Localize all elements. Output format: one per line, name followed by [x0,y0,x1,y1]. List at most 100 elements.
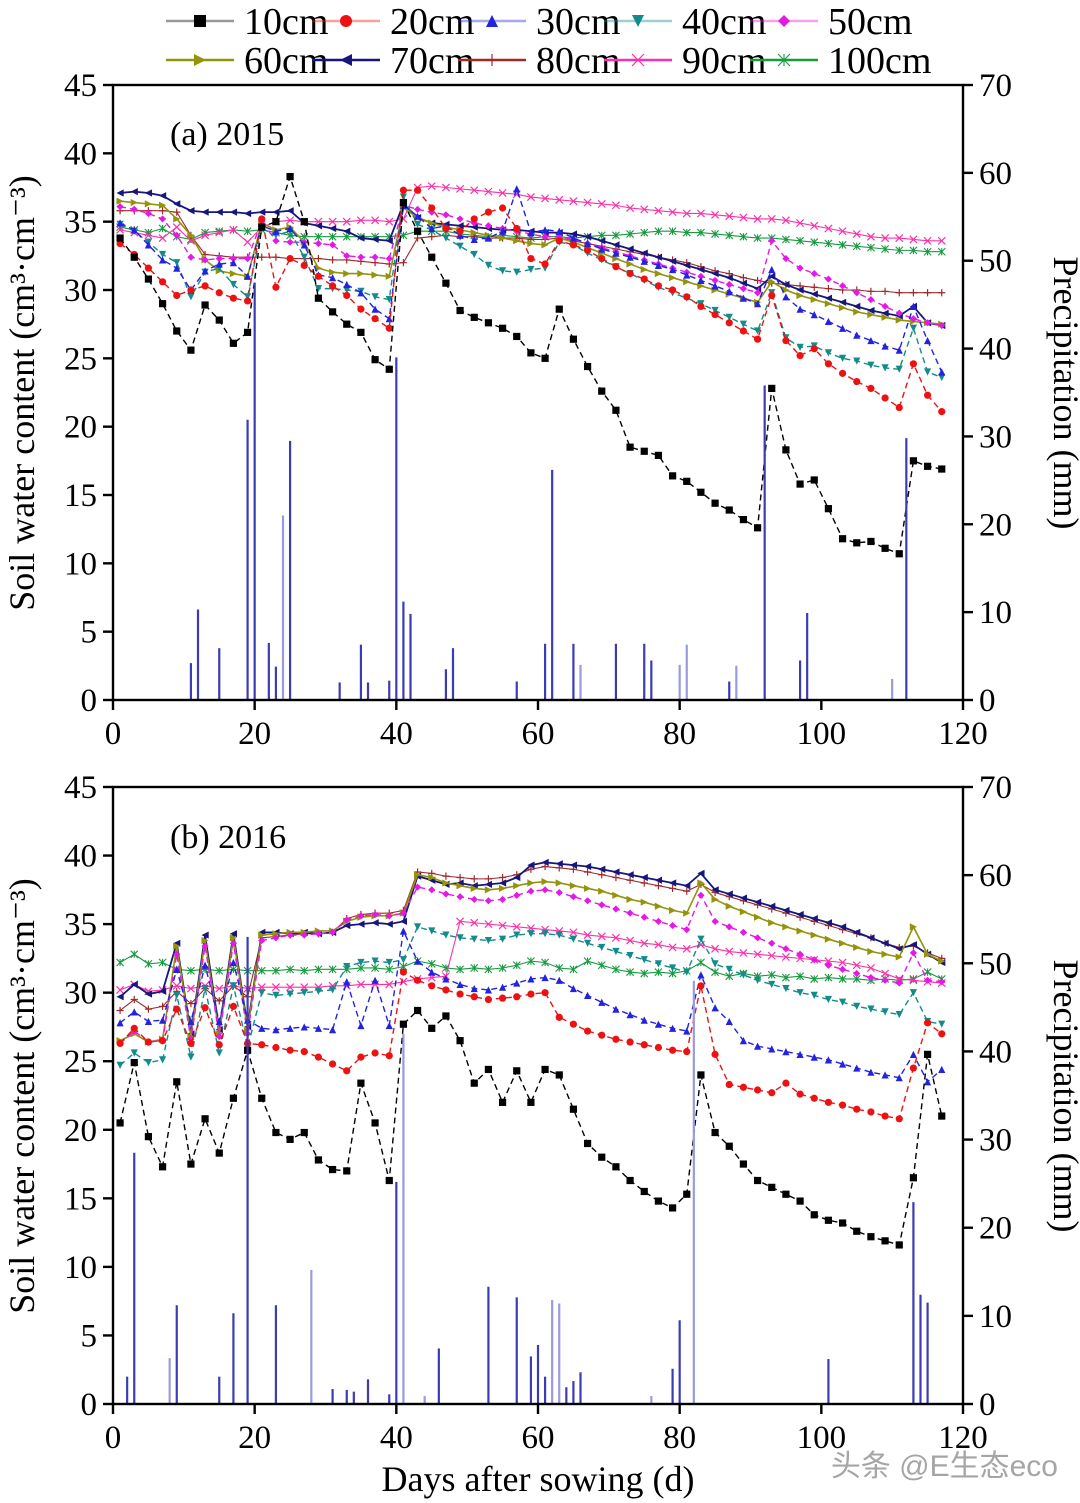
legend-label-40cm: 40cm [682,1,766,43]
y-left-axis: 0 5 10 15 20 25 30 35 40 45 [64,770,113,1423]
marker-plus [909,289,918,297]
marker-x [484,920,493,929]
marker-triangle-right [173,942,181,950]
marker-triangle-left [824,919,833,927]
marker-triangle-up [796,1050,804,1058]
legend-item-60cm[interactable]: 60cm [166,40,328,82]
marker-triangle-right [413,871,422,879]
marker-diamond [470,895,478,904]
marker-diamond [442,211,450,219]
marker-x [866,232,875,241]
marker-triangle-right [853,943,861,952]
legend-item-20cm[interactable]: 20cm [312,1,474,43]
marker-triangle-up [626,253,634,261]
marker-triangle-down [243,293,252,301]
marker-square [116,1119,124,1127]
y-right-tick-label-70: 70 [979,770,1012,806]
marker-diamond [385,912,393,920]
marker-plus [314,254,323,263]
marker-diamond [258,936,266,945]
marker-triangle-down [399,956,408,964]
marker-plus [187,1000,195,1008]
marker-triangle-down [201,984,209,993]
marker-triangle-right [583,884,592,893]
legend-item-10cm[interactable]: 10cm [166,1,328,43]
y-left-tick-label-10: 10 [64,1250,97,1286]
marker-diamond [838,282,847,290]
marker-triangle-left [215,208,223,216]
series-line-40cm [119,194,943,379]
marker-triangle-down [173,259,181,267]
legend-item-90cm[interactable]: 90cm [604,40,766,82]
marker-triangle-down [768,980,776,989]
marker-square [498,324,507,332]
marker-diamond [881,302,889,310]
marker-x [470,918,479,927]
marker-diamond [456,215,464,223]
marker-triangle-right [668,906,677,914]
y-left-tick-label-35: 35 [64,907,97,943]
marker-diamond [796,264,804,272]
marker-triangle-right [612,254,620,263]
marker-circle [357,1053,365,1061]
marker-diamond [456,893,464,901]
marker-triangle-left [725,274,733,282]
marker-square [583,362,592,371]
marker-triangle-left [867,934,875,942]
y-left-title-panel-b: Soil water content (cm³·cm⁻³) [2,878,42,1313]
marker-triangle-right [541,878,549,886]
marker-triangle-down [187,293,195,301]
marker-triangle-up [484,234,493,242]
marker-x [541,194,550,203]
marker-square [456,1037,464,1045]
legend-item-80cm[interactable]: 80cm [458,40,620,82]
marker-triangle-up [768,1045,776,1053]
marker-diamond [711,917,719,925]
marker-triangle-left [470,223,478,231]
legend-item-50cm[interactable]: 50cm [750,1,912,43]
marker-triangle-left [371,235,379,244]
marker-triangle-left [243,209,252,218]
marker-star [583,957,592,966]
marker-triangle-down [895,365,903,373]
marker-triangle-down [229,982,238,990]
marker-square [853,539,861,547]
marker-square [413,1006,422,1015]
marker-circle [626,1038,634,1046]
marker-triangle-left [583,862,592,871]
marker-x [796,219,805,228]
y-left-tick-label-35: 35 [64,205,97,241]
marker-square [725,1142,733,1150]
x-tick-label-80: 80 [663,1420,696,1456]
marker-diamond [881,976,889,984]
legend-item-100cm[interactable]: 100cm [750,40,931,82]
marker-triangle-left [796,286,804,294]
marker-triangle-left [130,188,138,196]
x-axis: 0 20 40 60 80 100 120 [105,700,988,752]
x-axis-title: Days after sowing (d) [382,1459,695,1499]
marker-triangle-left [158,192,167,200]
marker-triangle-left [626,871,634,879]
marker-circle [895,1115,903,1123]
marker-diamond [385,254,393,263]
legend-item-70cm[interactable]: 70cm [312,40,474,82]
marker-plus [328,256,337,264]
marker-triangle-right [194,54,206,66]
marker-square [243,328,252,336]
marker-triangle-left [569,861,578,869]
marker-diamond [272,237,280,245]
marker-circle [853,377,861,386]
marker-x [583,198,592,207]
marker-square [782,1190,790,1198]
marker-square [357,328,365,336]
marker-triangle-right [768,278,776,286]
legend-item-30cm[interactable]: 30cm [458,1,620,43]
marker-triangle-down [442,931,450,939]
marker-triangle-right [838,304,847,312]
marker-triangle-down [187,1053,195,1061]
marker-x [753,214,762,223]
marker-diamond [187,253,195,261]
legend-item-40cm[interactable]: 40cm [604,1,766,43]
marker-triangle-right [782,923,790,931]
marker-plus [130,995,138,1004]
